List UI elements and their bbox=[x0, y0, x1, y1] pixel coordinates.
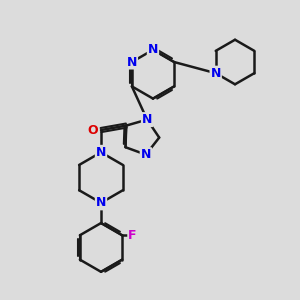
Text: N: N bbox=[142, 113, 152, 126]
Text: N: N bbox=[96, 196, 106, 209]
Text: N: N bbox=[148, 43, 158, 56]
Text: N: N bbox=[127, 56, 137, 68]
Text: F: F bbox=[128, 229, 137, 242]
Text: N: N bbox=[96, 146, 106, 159]
Text: N: N bbox=[211, 67, 221, 80]
Text: O: O bbox=[87, 124, 98, 136]
Text: N: N bbox=[141, 148, 151, 161]
